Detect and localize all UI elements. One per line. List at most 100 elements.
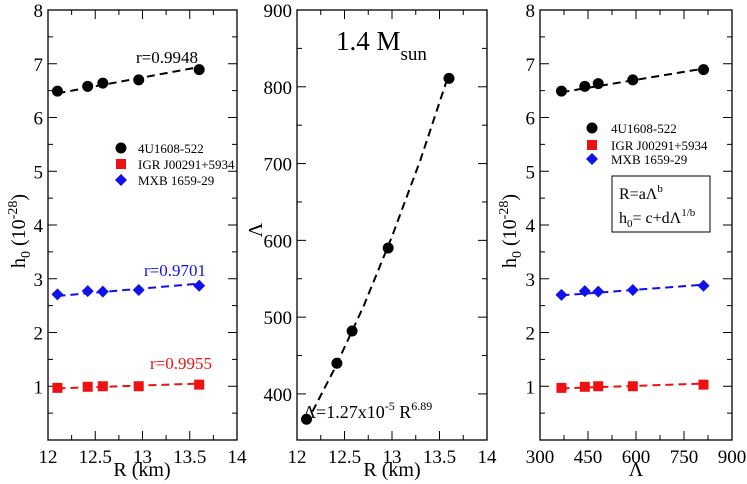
x-tick-label: 12 [39,447,58,468]
y-tick-label: 600 [264,231,293,252]
legend-label-igr: IGR J00291+5934 [611,138,708,153]
middle-ticks: 12 12.5 13 13.5 14 400 500 600 700 800 900 [264,1,498,468]
data-point-circle [51,85,63,97]
left-ylabel: h0 (10-28) [6,194,34,268]
y-tick-label: 1 [526,377,536,398]
legend-label-4u1608: 4U1608-522 [138,141,204,156]
x-tick-label: 300 [526,447,555,468]
x-tick-label: 600 [622,447,651,468]
y-tick-label: 6 [34,109,44,130]
left-annotation-black: r=0.9948 [136,48,198,67]
data-point-diamond [578,285,591,298]
middle-ylabel: Λ [245,222,267,237]
data-point-diamond [626,284,639,297]
x-tick-label: 12 [288,447,307,468]
plot-frame-middle [296,9,488,441]
data-point-square [579,381,590,392]
legend-label-mxb: MXB 1659-29 [138,173,214,188]
middle-fit-lines [305,73,450,424]
y-tick-label: 2 [34,324,44,345]
x-tick-label: 14 [478,447,498,468]
y-tick-label: 8 [526,1,536,22]
fit-box-line1: R=aΛb [619,183,663,203]
legend-label-mxb: MXB 1659-29 [611,152,687,167]
data-point-diamond [81,285,94,298]
y-tick-label: 5 [526,162,536,183]
data-point-circle [331,357,343,369]
fit-box-frame [611,175,711,233]
data-point-square [194,379,205,390]
right-xlabel: Λ [629,459,644,481]
data-point-square [97,381,108,392]
y-tick-label: 500 [264,308,293,329]
data-point-circle [346,325,358,337]
data-point-diamond [132,284,145,297]
y-tick-label: 3 [34,270,44,291]
data-point-circle [443,72,455,84]
x-tick-label: 900 [718,447,747,468]
y-tick-label: 2 [526,324,536,345]
y-tick-label: 900 [264,1,293,22]
left-annotation-red: r=0.9955 [150,354,212,373]
y-tick-label: 5 [34,162,44,183]
data-point-square [556,382,567,393]
x-tick-label: 12.5 [328,447,361,468]
y-tick-label: 8 [34,1,44,22]
y-tick-label: 7 [526,55,536,76]
right-ticks: 300 450 600 750 900 1 2 3 4 5 6 7 8 [526,1,747,468]
data-point-diamond [697,279,710,292]
left-annotation-blue: r=0.9701 [144,261,206,280]
y-tick-label: 4 [34,216,44,237]
y-tick-label: 7 [34,55,44,76]
right-ylabel: h0 (10-28) [497,194,525,268]
data-point-circle [698,64,710,76]
fit-line-square [57,382,200,390]
legend-marker-square [587,140,597,150]
data-point-diamond [51,288,64,301]
y-tick-label: 800 [264,78,293,99]
left-xlabel: R (km) [113,459,170,481]
y-tick-label: 400 [264,385,293,406]
middle-xlabel: R (km) [363,459,420,481]
data-point-diamond [193,279,206,292]
middle-formula: Λ=1.27x10-5 R6.89 [303,399,432,422]
data-point-circle [555,85,567,97]
x-tick-label: 13 [383,447,402,468]
left-legend: 4U1608-522 IGR J00291+5934 MXB 1659-29 [115,141,235,188]
x-tick-label: 12.5 [79,447,112,468]
data-point-diamond [592,285,605,298]
left-points [51,64,206,393]
middle-points [301,72,455,425]
data-point-circle [82,80,94,92]
right-legend: 4U1608-522 IGR J00291+5934 MXB 1659-29 [586,121,708,167]
data-point-square [52,382,63,393]
data-point-diamond [555,288,568,301]
data-point-square [593,381,604,392]
data-point-square [627,381,638,392]
right-points [555,64,710,393]
data-point-circle [97,77,109,89]
legend-marker-circle [115,142,127,154]
legend-marker-square [116,159,126,169]
fit-formula-box: R=aΛb h0= c+dΛ1/b [611,175,711,233]
left-fit-lines [57,65,200,390]
x-tick-label: 13.5 [173,447,206,468]
y-tick-label: 4 [526,216,536,237]
plot-frame-left [47,9,238,441]
legend-marker-circle [586,122,598,134]
legend-label-4u1608: 4U1608-522 [611,121,677,136]
fit-line-circle [305,73,450,424]
x-tick-label: 13 [133,447,152,468]
legend-marker-diamond [586,153,598,165]
data-point-circle [193,64,205,76]
data-point-square [82,381,93,392]
x-tick-label: 450 [574,447,603,468]
data-point-circle [133,74,145,86]
legend-label-igr: IGR J00291+5934 [138,157,235,172]
data-point-circle [592,78,604,90]
data-point-square [133,381,144,392]
x-tick-label: 13.5 [423,447,456,468]
